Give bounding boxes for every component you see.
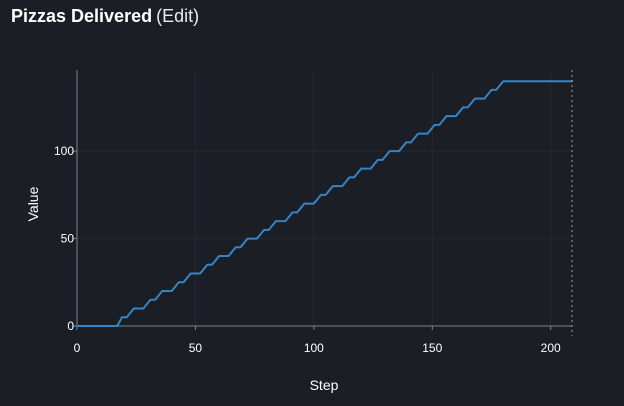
x-tick-label: 100: [304, 341, 324, 355]
x-tick-label: 50: [189, 341, 203, 355]
edit-link[interactable]: (Edit): [156, 6, 200, 26]
axes: [73, 70, 572, 330]
y-tick-label: 50: [61, 232, 75, 246]
x-axis-title: Step: [310, 377, 339, 393]
series-line: [76, 80, 573, 327]
x-tick-label: 150: [422, 341, 442, 355]
series-lines: [76, 80, 573, 327]
tick-labels: 0 50 100 150 200 0 50 100: [54, 144, 561, 355]
y-tick-label: 0: [67, 319, 74, 333]
panel-title: Pizzas Delivered: [11, 6, 153, 26]
y-tick-label: 100: [54, 144, 74, 158]
x-tick-label: 0: [74, 341, 81, 355]
panel-header: Pizzas Delivered (Edit): [11, 6, 199, 28]
grid-lines: [77, 70, 572, 326]
x-tick-label: 200: [541, 341, 561, 355]
y-axis-title: Value: [25, 186, 41, 221]
